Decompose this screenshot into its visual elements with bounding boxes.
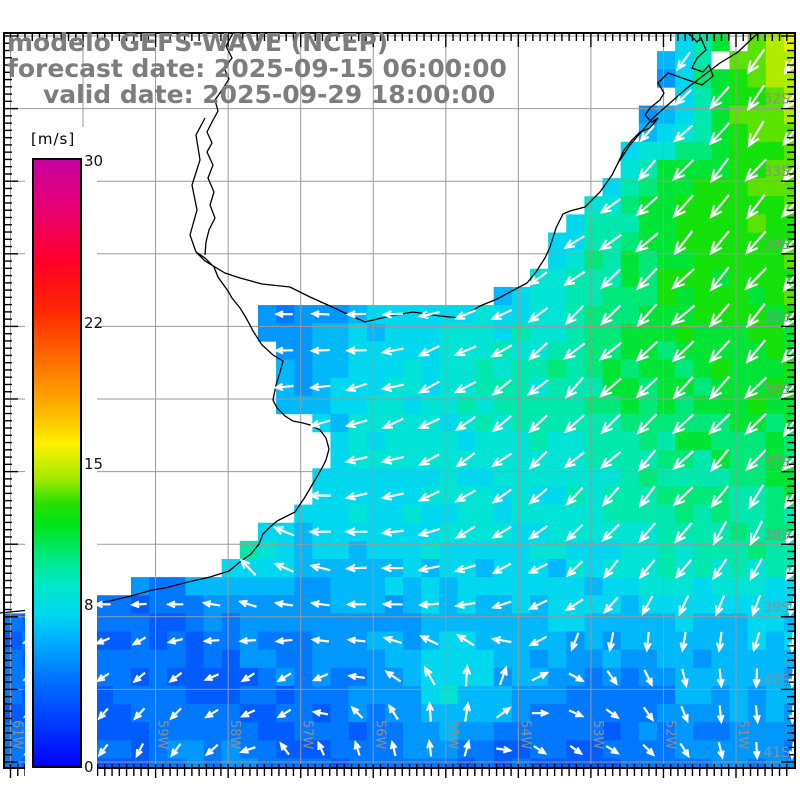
axis-ticks [4,33,795,778]
svg-text:40S: 40S [763,672,790,688]
svg-text:61W: 61W [10,720,25,750]
svg-text:58W: 58W [227,720,242,750]
colorbar-tick-label: 30 [84,152,104,170]
map-title-block: modelo GEFS-WAVE (NCEP) forecast date: 2… [7,30,507,108]
colorbar-tick-label: 0 [84,758,94,776]
colorbar-tick-label: 8 [84,596,94,615]
svg-text:32S: 32S [763,92,790,108]
colorbar-gradient [32,158,82,768]
svg-text:57W: 57W [300,720,315,750]
svg-text:38S: 38S [763,527,790,543]
model-title: modelo GEFS-WAVE (NCEP) [7,28,389,57]
valid-date: valid date: 2025-09-29 18:00:00 [43,80,496,109]
colorbar: [m/s] [25,127,97,779]
svg-text:55W: 55W [445,720,460,750]
wind-arrows [21,48,795,761]
svg-text:36S: 36S [763,382,790,398]
svg-text:59W: 59W [155,720,170,750]
svg-text:37S: 37S [763,455,790,471]
svg-text:35S: 35S [763,309,790,325]
colorbar-unit-label: [m/s] [31,130,76,148]
svg-text:39S: 39S [763,600,790,616]
svg-text:53W: 53W [590,720,605,750]
svg-text:34S: 34S [763,237,790,253]
coastline [0,32,759,614]
latitude-labels: 32S 33S 34S 35S 36S 37S 38S 39S 40S 41S [763,92,790,761]
svg-text:41S: 41S [763,745,790,761]
svg-text:54W: 54W [517,720,532,750]
forecast-date: forecast date: 2025-09-15 06:00:00 [7,54,507,83]
longitude-labels: 61W60W59W58W57W56W55W54W53W52W51W [10,720,751,750]
svg-text:56W: 56W [372,720,387,750]
svg-text:52W: 52W [662,720,677,750]
map-border [3,32,796,769]
wave-field-cells [4,33,795,768]
svg-text:33S: 33S [763,164,790,180]
colorbar-tick-label: 22 [84,313,104,332]
svg-text:51W: 51W [735,720,750,750]
colorbar-tick-label: 15 [84,455,104,473]
